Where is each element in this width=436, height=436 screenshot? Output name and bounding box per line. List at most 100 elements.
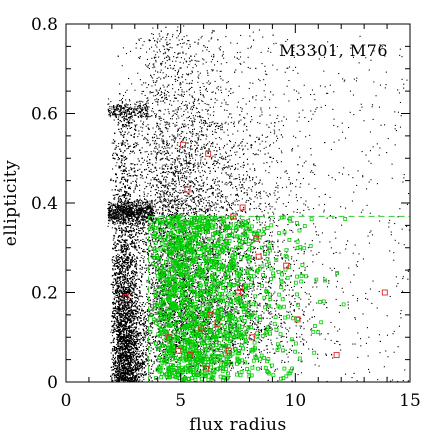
black-dot [122, 359, 124, 361]
black-dot [130, 307, 132, 309]
black-dot [123, 246, 125, 248]
black-dot [122, 333, 124, 335]
black-dot [137, 377, 139, 379]
black-dot [121, 252, 123, 254]
black-dot [115, 294, 117, 296]
black-dot [137, 278, 139, 280]
black-dot [127, 281, 129, 283]
black-dot [127, 192, 129, 194]
black-dot [114, 198, 116, 200]
black-dot [145, 269, 147, 271]
black-dot [113, 237, 115, 239]
black-dot [127, 346, 129, 348]
black-dot [112, 139, 114, 141]
black-dot [128, 374, 130, 376]
black-dot [118, 283, 120, 285]
black-dot [133, 358, 135, 360]
black-dot [115, 296, 117, 298]
black-dot [123, 329, 125, 331]
black-dot [115, 292, 117, 294]
black-dot [143, 319, 145, 321]
black-dot [149, 375, 151, 377]
black-dot [131, 270, 133, 272]
black-dot [117, 345, 119, 347]
black-dot [146, 242, 148, 244]
black-dot [120, 190, 122, 192]
black-dot [116, 365, 118, 367]
black-dot [124, 339, 126, 341]
black-dot [123, 293, 125, 295]
black-dot [120, 316, 122, 318]
black-dot [122, 319, 124, 321]
black-dot [151, 279, 153, 281]
black-dot [120, 315, 122, 317]
black-dot [112, 261, 114, 263]
black-dot [129, 332, 131, 334]
black-dot [142, 296, 144, 298]
black-dot [127, 244, 129, 246]
black-dot [127, 328, 129, 330]
black-dot [115, 145, 117, 147]
black-dot [126, 304, 128, 306]
black-dot [114, 365, 116, 367]
black-dot [131, 127, 133, 129]
black-dot [127, 266, 129, 268]
black-dot [122, 183, 124, 185]
black-dot [153, 352, 155, 354]
black-dot [125, 282, 127, 284]
black-dot [116, 260, 118, 262]
black-dot [123, 172, 125, 174]
black-dot [130, 342, 132, 344]
black-dot [127, 271, 129, 273]
black-dot [124, 299, 126, 301]
black-dot [132, 119, 134, 121]
black-dot [129, 366, 131, 368]
black-dot [120, 250, 122, 252]
black-dot [131, 316, 133, 318]
black-dot [122, 224, 124, 226]
series-black-dots [107, 25, 410, 383]
black-dot [126, 340, 128, 342]
black-dot [133, 341, 135, 343]
black-dot [147, 342, 149, 344]
black-dot [125, 228, 127, 230]
black-dot [124, 296, 126, 298]
black-dot [127, 249, 129, 251]
black-dot [133, 317, 135, 319]
black-dot [155, 147, 157, 149]
black-dot [130, 263, 132, 265]
black-dot [122, 370, 124, 372]
black-dot [121, 346, 123, 348]
black-dot [122, 268, 124, 270]
black-dot [124, 320, 126, 322]
black-dot [113, 362, 115, 364]
black-dot [119, 240, 121, 242]
black-dot [117, 243, 119, 245]
black-dot [136, 337, 138, 339]
black-dot [117, 313, 119, 315]
black-dot [130, 361, 132, 363]
black-dot [117, 344, 119, 346]
black-dot [122, 300, 124, 302]
black-dot [127, 289, 129, 291]
black-dot [126, 257, 128, 259]
black-dot [117, 272, 119, 274]
black-dot [134, 361, 136, 363]
black-dot [121, 349, 123, 351]
black-dot [132, 359, 134, 361]
black-dot [128, 379, 130, 381]
black-dot [123, 353, 125, 355]
black-dot [141, 315, 143, 317]
black-dot [123, 371, 125, 373]
black-dot [121, 356, 123, 358]
black-dot [133, 351, 135, 353]
black-dot [123, 302, 125, 304]
black-dot [123, 267, 125, 269]
black-dot [122, 140, 124, 142]
black-dot [137, 350, 139, 352]
black-dot [133, 333, 135, 335]
black-dot [127, 321, 129, 323]
black-dot [131, 338, 133, 340]
black-dot [120, 236, 122, 238]
black-dot [130, 225, 132, 227]
